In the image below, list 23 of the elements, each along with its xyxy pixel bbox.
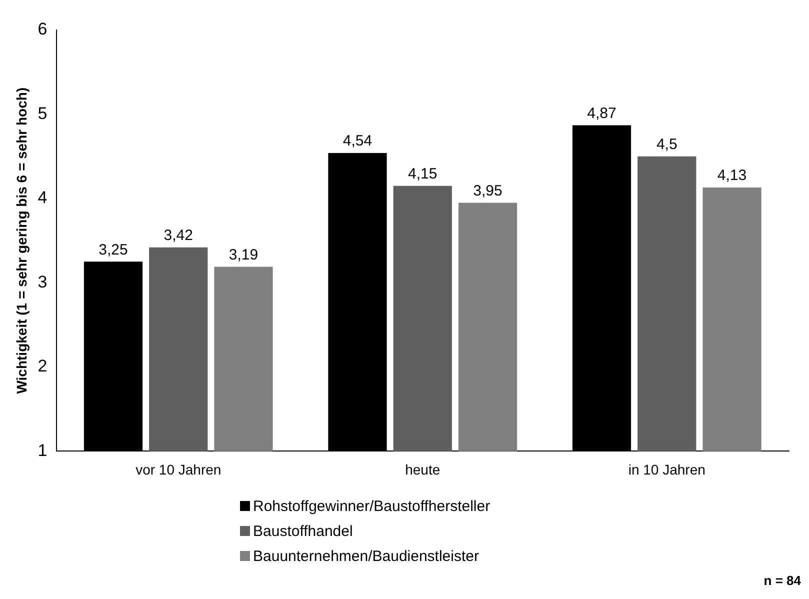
y-tick-label: 6 xyxy=(38,20,48,39)
y-tick-label: 1 xyxy=(38,440,48,460)
data-label: 3,25 xyxy=(98,241,128,258)
x-tick-label: heute xyxy=(405,461,440,478)
x-tick-label: vor 10 Jahren xyxy=(136,461,222,478)
data-label: 3,95 xyxy=(473,182,502,200)
data-label: 4,15 xyxy=(408,165,438,182)
y-tick-label: 3 xyxy=(38,272,48,292)
x-tick-label: in 10 Jahren xyxy=(628,461,706,478)
y-axis-title: Wichtigkeit (1 = sehr gering bis 6 = sehr hoch) xyxy=(13,87,30,394)
legend-label: Bauunternehmen/Baudienstleister xyxy=(252,547,480,567)
data-label: 4,87 xyxy=(587,104,616,122)
data-label: 4,5 xyxy=(656,136,678,153)
text: n = 84 xyxy=(764,573,801,588)
data-label: 3,19 xyxy=(228,246,258,264)
legend-label: Rohstoffgewinner/Baustoffhersteller xyxy=(252,497,490,517)
y-tick-label: 4 xyxy=(38,188,48,208)
data-label: 4,13 xyxy=(717,167,747,184)
data-label: 3,42 xyxy=(164,226,193,244)
legend-label: Baustoffhandel xyxy=(252,522,354,542)
y-tick-label: 5 xyxy=(38,104,48,123)
y-tick-label: 2 xyxy=(38,356,48,376)
data-label: 4,54 xyxy=(342,132,372,150)
